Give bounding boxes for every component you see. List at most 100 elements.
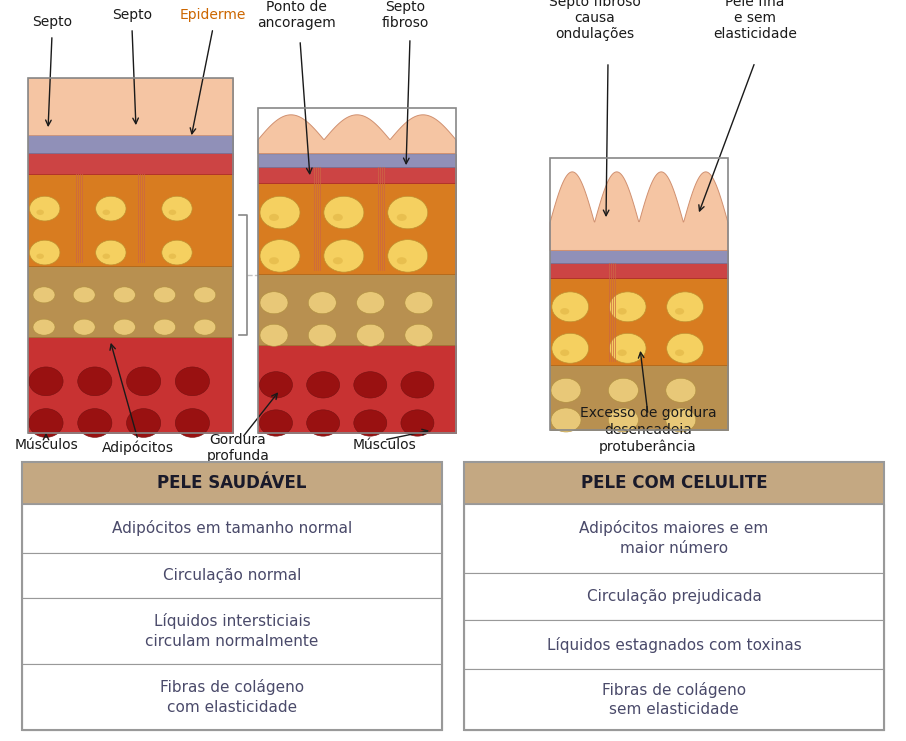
Ellipse shape xyxy=(667,333,703,363)
Ellipse shape xyxy=(401,372,434,398)
Text: Circulação normal: Circulação normal xyxy=(163,568,301,583)
Ellipse shape xyxy=(29,408,63,437)
Ellipse shape xyxy=(609,408,639,432)
Text: Septo
fibroso: Septo fibroso xyxy=(381,0,429,30)
Bar xyxy=(22,462,442,504)
Ellipse shape xyxy=(102,253,111,259)
Ellipse shape xyxy=(113,287,135,303)
Bar xyxy=(22,664,442,730)
Text: Excesso de gordura
desencadeia
protuberância: Excesso de gordura desencadeia protuberâ… xyxy=(580,407,717,453)
Text: Adipócitos: Adipócitos xyxy=(102,441,174,455)
Bar xyxy=(258,108,456,433)
Ellipse shape xyxy=(609,292,646,322)
Ellipse shape xyxy=(169,210,177,215)
Text: Pele fina
e sem
elasticidade: Pele fina e sem elasticidade xyxy=(713,0,797,41)
Text: Adipócitos maiores e em
maior número: Adipócitos maiores e em maior número xyxy=(579,520,768,556)
Ellipse shape xyxy=(33,319,55,335)
Ellipse shape xyxy=(357,325,384,346)
Ellipse shape xyxy=(353,410,387,436)
Ellipse shape xyxy=(333,257,342,265)
Ellipse shape xyxy=(618,350,627,356)
Bar xyxy=(464,669,884,730)
Ellipse shape xyxy=(73,319,95,335)
Bar xyxy=(28,266,233,337)
Ellipse shape xyxy=(308,325,336,346)
Ellipse shape xyxy=(552,292,589,322)
Ellipse shape xyxy=(552,333,589,363)
Ellipse shape xyxy=(30,240,60,265)
Text: Circulação prejudicada: Circulação prejudicada xyxy=(586,589,761,604)
Bar xyxy=(550,158,728,430)
Ellipse shape xyxy=(551,379,581,402)
Ellipse shape xyxy=(269,214,279,221)
Ellipse shape xyxy=(667,292,703,322)
Bar xyxy=(28,135,233,153)
Ellipse shape xyxy=(666,408,696,432)
Ellipse shape xyxy=(306,410,340,436)
Ellipse shape xyxy=(127,408,160,437)
Text: Epiderme: Epiderme xyxy=(179,8,246,22)
Bar xyxy=(28,174,233,266)
Bar xyxy=(258,183,456,273)
Ellipse shape xyxy=(30,196,60,221)
Ellipse shape xyxy=(260,292,288,313)
Ellipse shape xyxy=(260,239,300,272)
Ellipse shape xyxy=(176,408,209,437)
Ellipse shape xyxy=(127,367,160,396)
Ellipse shape xyxy=(36,210,44,215)
Ellipse shape xyxy=(154,319,176,335)
Bar xyxy=(258,167,456,183)
Ellipse shape xyxy=(405,292,433,313)
Bar xyxy=(258,273,456,345)
Text: Fibras de colágeno
com elasticidade: Fibras de colágeno com elasticidade xyxy=(160,679,304,715)
Ellipse shape xyxy=(162,240,192,265)
Ellipse shape xyxy=(96,196,126,221)
Bar xyxy=(258,345,456,433)
Bar xyxy=(464,462,884,730)
Bar xyxy=(28,337,233,433)
Ellipse shape xyxy=(333,214,342,221)
Ellipse shape xyxy=(73,287,95,303)
Ellipse shape xyxy=(388,196,428,229)
Bar xyxy=(550,250,728,263)
Text: PELE COM CELULITE: PELE COM CELULITE xyxy=(581,473,767,492)
Ellipse shape xyxy=(397,214,407,221)
Ellipse shape xyxy=(194,287,216,303)
Bar xyxy=(464,620,884,669)
Ellipse shape xyxy=(609,333,646,363)
Text: PELE SAUDÁVEL: PELE SAUDÁVEL xyxy=(158,473,307,492)
Ellipse shape xyxy=(306,372,340,398)
Ellipse shape xyxy=(162,196,192,221)
Text: Músculos: Músculos xyxy=(352,438,416,452)
Bar xyxy=(22,462,442,730)
Ellipse shape xyxy=(259,410,293,436)
Bar xyxy=(28,78,233,135)
Ellipse shape xyxy=(176,367,209,396)
Ellipse shape xyxy=(357,292,384,313)
Ellipse shape xyxy=(260,196,300,229)
Bar xyxy=(22,553,442,598)
Bar xyxy=(464,504,884,574)
Ellipse shape xyxy=(102,210,111,215)
Bar xyxy=(550,278,728,365)
Ellipse shape xyxy=(36,253,44,259)
Ellipse shape xyxy=(78,408,112,437)
Ellipse shape xyxy=(675,350,684,356)
Ellipse shape xyxy=(78,367,112,396)
Ellipse shape xyxy=(154,287,176,303)
Ellipse shape xyxy=(194,319,216,335)
Ellipse shape xyxy=(405,325,433,346)
Ellipse shape xyxy=(388,239,428,272)
Bar xyxy=(550,365,728,430)
Ellipse shape xyxy=(113,319,135,335)
Ellipse shape xyxy=(269,257,279,265)
Bar xyxy=(28,78,233,433)
Ellipse shape xyxy=(29,367,63,396)
Ellipse shape xyxy=(323,196,364,229)
Text: Gordura
profunda: Gordura profunda xyxy=(207,433,269,463)
Ellipse shape xyxy=(33,287,55,303)
Text: Músculos: Músculos xyxy=(14,438,78,452)
Ellipse shape xyxy=(308,292,336,313)
Ellipse shape xyxy=(259,372,293,398)
Text: Septo fibroso
causa
ondulações: Septo fibroso causa ondulações xyxy=(549,0,641,41)
